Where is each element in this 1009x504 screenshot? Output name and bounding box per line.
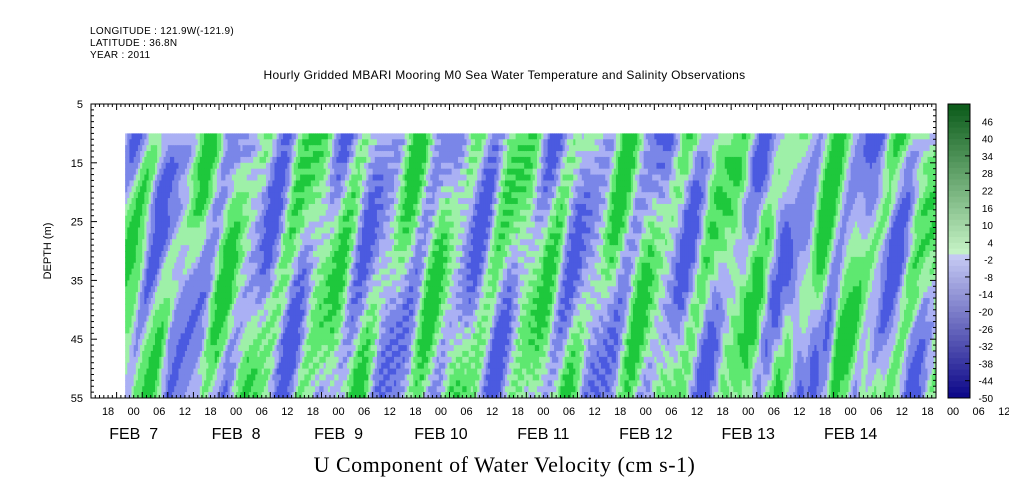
y-tick-label: 15	[71, 158, 83, 170]
x-date-label: FEB 9	[314, 426, 363, 443]
longitude-label: LONGITUDE : 121.9W(-121.9)	[90, 26, 234, 37]
colorbar: 46 40 34 28 22 16 10 4 -2 -8 -14 -20 -26 -32 -38 -44 -50	[947, 103, 994, 405]
y-tick-label: 55	[71, 393, 83, 405]
colorbar-tick-label: -44	[979, 377, 994, 388]
x-tick-label: 18	[102, 406, 114, 418]
colorbar-tick-label: -32	[979, 342, 994, 353]
colorbar-tick-label: -20	[979, 308, 994, 319]
x-tick-label: 00	[230, 406, 242, 418]
colorbar-tick-label: 4	[987, 238, 993, 249]
x-tick-label: 06	[153, 406, 165, 418]
x-tick-label: 18	[614, 406, 626, 418]
x-tick-label: 18	[409, 406, 421, 418]
x-tick-label: 00	[640, 406, 652, 418]
x-tick-label: 06	[870, 406, 882, 418]
colorbar-frame	[947, 103, 971, 399]
colorbar-tick-label: -50	[979, 394, 994, 405]
colorbar-tick-label: 28	[982, 169, 994, 180]
x-date-label: FEB 10	[414, 426, 467, 443]
x-tick-label: 00	[435, 406, 447, 418]
y-axis-label: DEPTH (m)	[42, 223, 54, 280]
colorbar-tick-label: 34	[982, 152, 994, 163]
colorbar-tick-label: 40	[982, 135, 994, 146]
x-tick-label: 00	[947, 406, 959, 418]
x-tick-label: 12	[179, 406, 191, 418]
x-tick-label: 06	[256, 406, 268, 418]
x-tick-label: 06	[973, 406, 985, 418]
x-tick-label: 00	[537, 406, 549, 418]
x-tick-label: 00	[332, 406, 344, 418]
x-tick-label: 00	[128, 406, 140, 418]
x-date-label: FEB 12	[619, 426, 672, 443]
x-tick-label: 12	[588, 406, 600, 418]
x-axis: 18 00 06 12 18 00 06 12 18 00 06 12 18 00 06 12 18 00 06 12…	[90, 104, 1009, 443]
x-date-label: FEB 8	[212, 426, 261, 443]
colorbar-tick-label: 22	[982, 186, 994, 197]
x-tick-label: 12	[896, 406, 908, 418]
x-date-label: FEB 7	[109, 426, 158, 443]
y-tick-label: 35	[71, 275, 83, 287]
colorbar-tick-label: -26	[979, 325, 994, 336]
x-tick-label: 12	[691, 406, 703, 418]
x-axis-title: U Component of Water Velocity (cm s-1)	[313, 452, 696, 477]
heatmap-field	[125, 133, 936, 398]
x-tick-label: 12	[486, 406, 498, 418]
x-tick-label: 06	[563, 406, 575, 418]
colorbar-tick-label: -2	[984, 256, 993, 267]
x-tick-label: 18	[819, 406, 831, 418]
x-tick-label: 00	[845, 406, 857, 418]
y-tick-label: 25	[71, 217, 83, 229]
x-tick-label: 18	[716, 406, 728, 418]
x-tick-label: 12	[281, 406, 293, 418]
x-tick-label: 18	[512, 406, 524, 418]
colorbar-tick-label: 16	[982, 204, 994, 215]
x-tick-label: 12	[998, 406, 1009, 418]
x-date-label: FEB 13	[722, 426, 775, 443]
x-tick-label: 00	[742, 406, 754, 418]
y-tick-label: 45	[71, 334, 83, 346]
colorbar-tick-label: -8	[984, 273, 993, 284]
colorbar-tick-label: -14	[979, 290, 994, 301]
x-tick-label: 18	[307, 406, 319, 418]
x-tick-label: 06	[768, 406, 780, 418]
x-tick-label: 06	[460, 406, 472, 418]
x-tick-label: 12	[384, 406, 396, 418]
x-date-label: FEB 14	[824, 426, 877, 443]
colorbar-tick-label: -38	[979, 359, 994, 370]
x-tick-label: 18	[921, 406, 933, 418]
colorbar-tick-label: 10	[982, 221, 994, 232]
x-tick-label: 06	[358, 406, 370, 418]
chart-title: Hourly Gridded MBARI Mooring M0 Sea Wate…	[263, 68, 746, 82]
y-axis: 5 15 25 35 45 55	[71, 99, 936, 405]
x-date-label: FEB 11	[517, 426, 569, 443]
year-label: YEAR : 2011	[90, 50, 151, 61]
x-tick-label: 12	[793, 406, 805, 418]
latitude-label: LATITUDE : 36.8N	[90, 38, 178, 49]
x-tick-label: 06	[665, 406, 677, 418]
y-tick-label: 5	[77, 99, 83, 111]
x-tick-label: 18	[204, 406, 216, 418]
colorbar-tick-label: 46	[982, 117, 994, 128]
